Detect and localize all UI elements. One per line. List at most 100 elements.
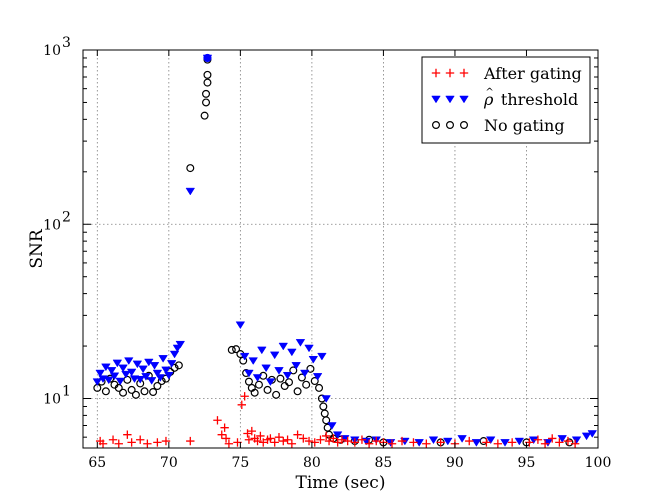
data-point (244, 369, 254, 378)
data-point (276, 374, 285, 383)
data-point (136, 435, 145, 444)
data-point (507, 438, 517, 447)
data-point (149, 387, 158, 396)
data-point (227, 345, 236, 354)
data-point (141, 373, 151, 381)
legend-entry: ρ^ threshold (431, 87, 578, 109)
data-point (109, 372, 120, 381)
data-point (237, 400, 246, 410)
data-point (118, 364, 128, 373)
data-point (555, 438, 564, 447)
data-point (250, 388, 259, 397)
data-point (115, 377, 125, 386)
data-point (221, 434, 231, 443)
data-point (291, 362, 301, 370)
data-point (149, 362, 160, 370)
data-point (186, 164, 195, 173)
data-point (131, 390, 140, 399)
data-point (587, 430, 598, 438)
legend-marker (431, 95, 441, 104)
data-point (108, 435, 118, 444)
data-point (254, 380, 263, 389)
data-point (387, 439, 397, 448)
data-point (266, 434, 275, 443)
data-point (299, 369, 310, 378)
x-tick-label: 65 (88, 455, 106, 471)
data-point (304, 436, 314, 446)
legend-label-suffix: threshold (496, 90, 578, 109)
y-tick-label: 10 1 (43, 384, 71, 408)
y-tick-label-exponent: 2 (62, 209, 71, 225)
data-point (340, 435, 350, 443)
legend-label: No gating (484, 116, 565, 135)
x-tick-label: 80 (303, 455, 321, 471)
data-point (409, 438, 418, 447)
data-point (243, 429, 252, 438)
plot-frame (82, 49, 599, 449)
data-point (282, 371, 293, 380)
x-tick-label: 90 (446, 455, 464, 471)
data-point (471, 439, 482, 447)
data-point (123, 375, 132, 384)
data-point (121, 370, 131, 379)
data-point (428, 436, 439, 445)
legend-marker (445, 68, 455, 78)
data-point (306, 364, 315, 373)
data-point (259, 438, 268, 447)
data-point (571, 436, 582, 445)
data-point (322, 416, 331, 425)
data-point (161, 436, 171, 446)
legend-marker (446, 120, 455, 129)
series-triangle-down (92, 54, 598, 447)
data-point (244, 435, 254, 444)
data-point (124, 357, 134, 365)
data-point (220, 423, 229, 432)
data-point (297, 373, 306, 382)
data-point (283, 435, 292, 444)
data-point (312, 373, 323, 381)
data-point (565, 438, 574, 447)
data-point (332, 431, 343, 440)
data-point (327, 422, 337, 430)
data-point (224, 439, 234, 448)
legend-label-accent: ^ (485, 87, 493, 98)
x-tick-label: 95 (518, 455, 536, 471)
data-point (239, 352, 250, 361)
data-point (132, 360, 143, 369)
legend-marker (445, 95, 455, 104)
x-tick-label: 75 (231, 455, 249, 471)
x-axis-label: Time (sec) (296, 473, 386, 493)
data-point (235, 321, 246, 330)
legend-marker (459, 68, 469, 78)
data-point (161, 366, 171, 375)
data-point (287, 348, 297, 357)
legend-marker (432, 120, 441, 129)
data-point (263, 385, 272, 394)
data-point (143, 439, 152, 448)
data-point (357, 435, 367, 444)
data-point (123, 430, 132, 439)
data-point (240, 392, 249, 401)
data-point (114, 383, 123, 392)
data-point (155, 374, 166, 382)
data-point (372, 436, 381, 446)
data-point (152, 369, 163, 378)
data-point (200, 111, 209, 120)
data-point (164, 371, 174, 380)
data-point (98, 439, 108, 448)
data-point (127, 385, 136, 394)
data-point (114, 439, 123, 448)
data-point (135, 375, 145, 384)
data-point (103, 376, 114, 385)
data-point (252, 374, 263, 382)
data-point (232, 345, 241, 354)
data-point (158, 355, 168, 363)
data-point (540, 439, 550, 448)
data-point (457, 435, 467, 443)
data-point (274, 367, 284, 375)
data-point (364, 439, 374, 448)
grid-layer (83, 50, 598, 448)
